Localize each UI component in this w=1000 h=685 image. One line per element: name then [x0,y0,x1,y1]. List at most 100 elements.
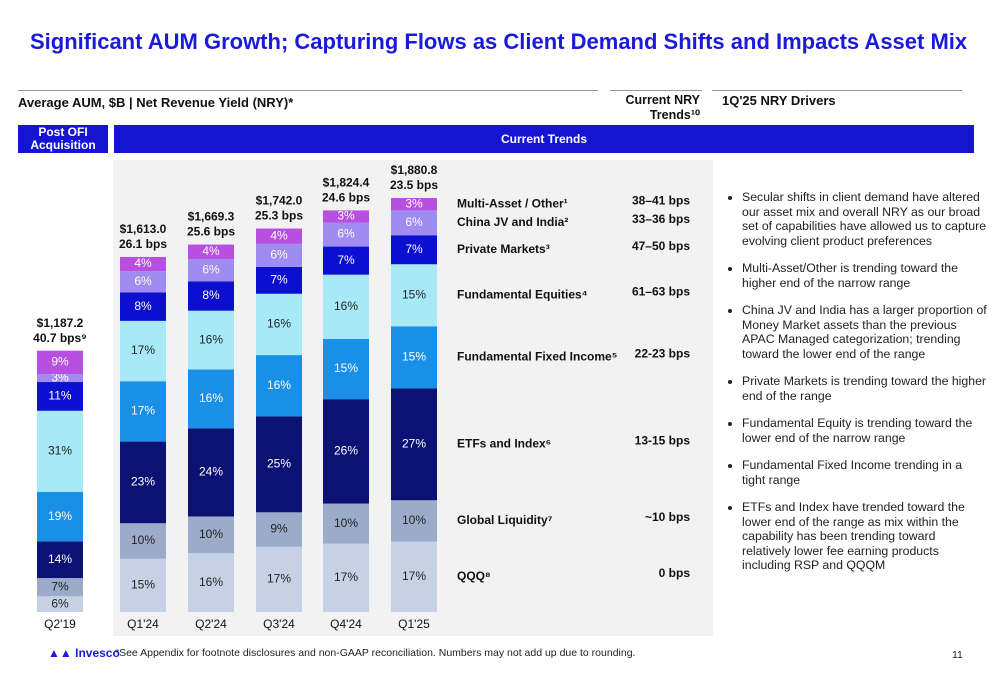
footnote: *See Appendix for footnote disclosures a… [115,647,636,659]
total-label: $1,669.3 [188,210,235,224]
segment-label: 17% [131,404,155,418]
bar-segment [120,558,166,612]
bar-segment [256,355,302,417]
bar-segment [120,441,166,524]
x-tick-label: Q4'24 [330,617,362,631]
segment-label: 6% [202,262,220,276]
legend-label: Private Markets³ [457,242,550,256]
nry-trend: 38–41 bps [632,193,690,207]
bullet-list: Secular shifts in client demand have alt… [728,190,987,586]
subtitle: Average AUM, $B | Net Revenue Yield (NRY… [18,95,294,110]
segment-label: 16% [199,332,223,346]
bar-segment [256,416,302,513]
segment-label: 14% [48,552,72,566]
bar-segment [391,541,437,612]
segment-label: 19% [48,509,72,523]
rule [18,90,598,91]
bar-segment [323,246,369,275]
bar-segment [37,596,83,612]
bar-segment [323,543,369,612]
bar-segment [323,222,369,247]
x-tick-label: Q1'25 [398,617,430,631]
segment-label: 10% [199,527,223,541]
segment-label: 17% [267,572,291,586]
segment-label: 16% [199,391,223,405]
segment-label: 11% [48,389,71,403]
bar-segment [120,256,166,272]
bar-segment [37,374,83,383]
bullet: Private Markets is trending toward the h… [742,374,987,403]
yield-label: 25.6 bps [187,225,235,239]
page-number: 11 [952,649,963,661]
bar-segment [323,399,369,504]
segment-label: 27% [402,437,426,451]
segment-label: 15% [131,578,155,592]
bullet: Fundamental Fixed Income trending in a t… [742,458,987,487]
segment-label: 10% [131,533,155,547]
total-label: $1,824.4 [323,176,370,190]
bullet: ETFs and Index have trended toward the l… [742,500,987,573]
bar-segment [188,553,234,612]
legend-label: QQQ⁸ [457,569,491,583]
bullet: Multi-Asset/Other is trending toward the… [742,261,987,290]
segment-label: 9% [270,522,288,536]
segment-label: 26% [334,444,358,458]
segment-label: 16% [334,299,358,313]
segment-label: 10% [402,513,426,527]
bar-segment [37,350,83,375]
bar-segment [37,578,83,597]
bar-segment [188,369,234,429]
bar-segment [120,381,166,442]
segment-label: 9% [51,355,69,369]
bar-segment [391,326,437,389]
bar-segment [391,198,437,211]
logo-mark: ▲▲ [48,646,72,660]
bar-segment [37,491,83,542]
trends-header: Current NRY Trends¹⁰ [625,93,700,122]
bar-segment [256,243,302,267]
segment-label: 6% [270,248,288,262]
bar-segment [391,264,437,327]
x-tick-label: Q2'24 [195,617,227,631]
legend-label: China JV and India² [457,215,568,229]
segment-label: 16% [267,317,291,331]
bar-segment [120,320,166,382]
segment-label: 8% [202,288,220,302]
segment-label: 8% [134,299,152,313]
nry-trend: 22-23 bps [635,347,691,361]
segment-label: 7% [270,272,288,286]
segment-label: 4% [134,256,152,270]
chart: 6% 7% 14% 19% 31% 11% 3% 9% $1,187.240.7 bps⁹ Q2'… [33,160,713,636]
x-tick-label: Q3'24 [263,617,295,631]
segment-label: 15% [402,350,426,364]
legend-label: Fundamental Equities⁴ [457,287,588,301]
bar-segment [391,235,437,265]
segment-label: 4% [270,228,288,242]
yield-label: 24.6 bps [322,191,370,205]
rule [610,90,702,91]
yield-label: 23.5 bps [390,178,438,192]
segment-label: 6% [51,596,69,610]
segment-label: 7% [337,253,355,267]
segment-label: 3% [337,209,355,223]
nry-trend: ~10 bps [645,510,690,524]
segment-label: 7% [51,579,69,593]
segment-label: 31% [48,443,72,457]
bar-segment [37,541,83,579]
segment-label: 17% [402,569,426,583]
nry-trend: 33–36 bps [632,212,690,226]
slide-title: Significant AUM Growth; Capturing Flows … [30,29,968,54]
segment-label: 7% [405,242,423,256]
bar-segment [256,228,302,244]
segment-label: 17% [334,570,358,584]
bar-segment [37,382,83,411]
bar-segment [323,503,369,544]
bar-segment [256,546,302,612]
rule [712,90,962,91]
bar-segment [391,500,437,542]
bar-segment [188,281,234,311]
segment-label: 16% [267,378,291,392]
bar-segment [391,388,437,501]
legend-label: ETFs and Index⁶ [457,437,551,451]
nry-trend: 47–50 bps [632,239,690,253]
